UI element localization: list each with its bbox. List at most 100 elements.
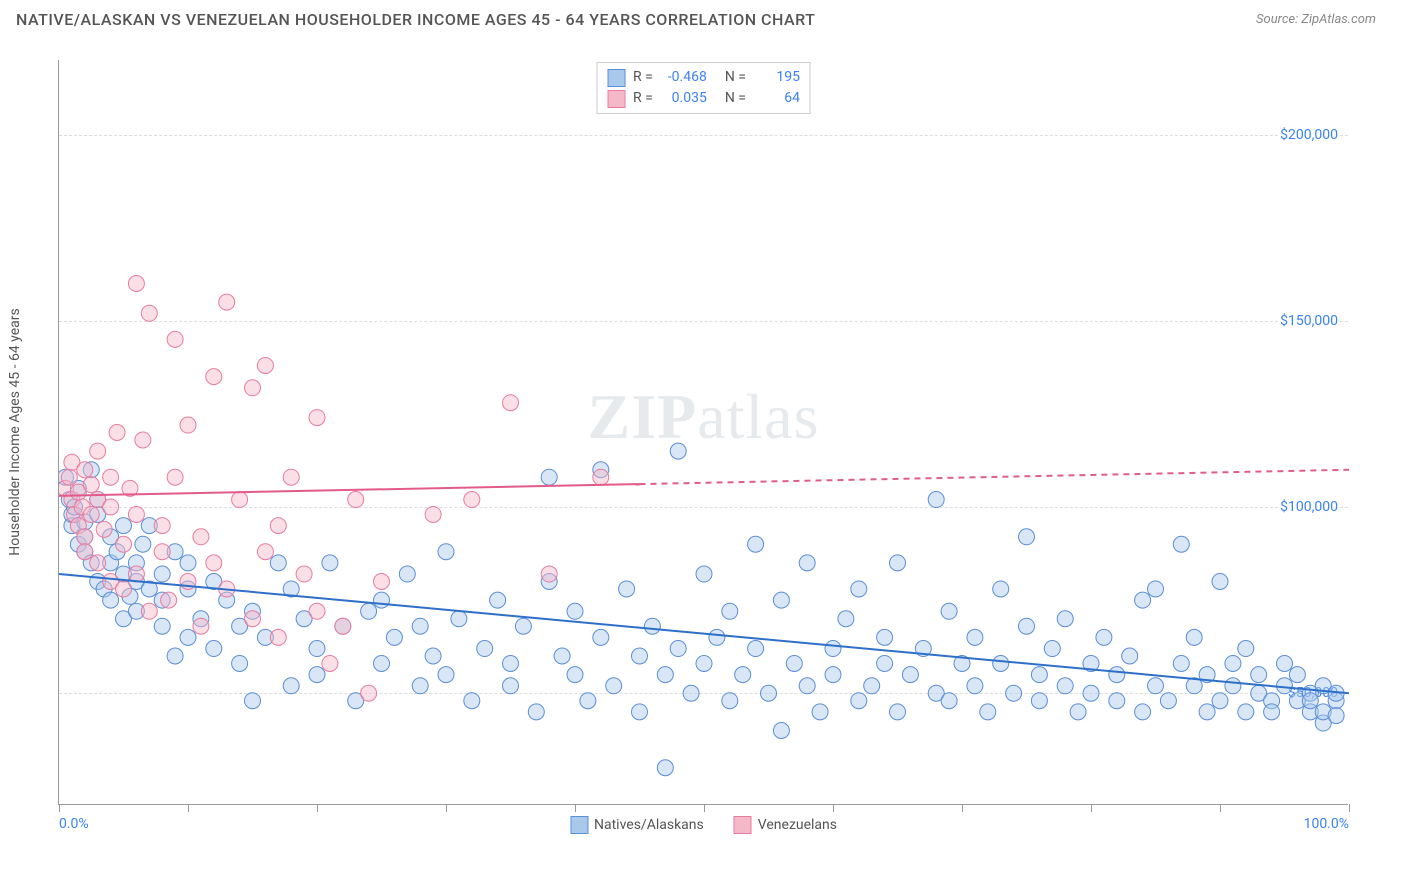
data-point [696, 655, 712, 671]
data-point [632, 648, 648, 664]
legend-swatch [607, 90, 625, 108]
data-point [77, 529, 93, 545]
data-point [1173, 655, 1189, 671]
data-point [309, 603, 325, 619]
data-point [128, 506, 144, 522]
data-point [761, 685, 777, 701]
data-point [309, 641, 325, 657]
data-point [657, 760, 673, 776]
data-point [683, 685, 699, 701]
data-point [464, 492, 480, 508]
data-point [219, 294, 235, 310]
legend-swatch [570, 816, 588, 834]
data-point [1225, 678, 1241, 694]
data-point [1109, 693, 1125, 709]
data-point [109, 425, 125, 441]
data-point [103, 592, 119, 608]
x-tick [59, 804, 60, 812]
data-point [1019, 618, 1035, 634]
data-point [96, 521, 112, 537]
x-tick [575, 804, 576, 812]
data-point [619, 581, 635, 597]
data-point [825, 641, 841, 657]
data-point [1109, 667, 1125, 683]
data-point [128, 276, 144, 292]
data-point [799, 678, 815, 694]
legend-swatch [607, 69, 625, 87]
data-point [167, 648, 183, 664]
data-point [1225, 655, 1241, 671]
data-point [257, 544, 273, 560]
legend-n-value: 64 [754, 88, 800, 109]
data-point [877, 655, 893, 671]
data-point [83, 506, 99, 522]
data-point [167, 331, 183, 347]
data-point [83, 477, 99, 493]
data-point [890, 704, 906, 720]
data-point [180, 629, 196, 645]
data-point [477, 641, 493, 657]
data-point [1186, 629, 1202, 645]
data-point [941, 603, 957, 619]
data-point [503, 655, 519, 671]
data-point [154, 544, 170, 560]
data-point [193, 529, 209, 545]
legend-n-value: 195 [754, 67, 800, 88]
data-point [928, 492, 944, 508]
data-point [1057, 611, 1073, 627]
data-point [232, 655, 248, 671]
data-point [361, 685, 377, 701]
data-point [748, 641, 764, 657]
data-point [722, 603, 738, 619]
data-point [1328, 708, 1344, 724]
data-point [1148, 678, 1164, 694]
legend-row: R =0.035N =64 [607, 88, 800, 109]
data-point [135, 432, 151, 448]
data-point [451, 611, 467, 627]
data-point [593, 629, 609, 645]
data-point [103, 499, 119, 515]
data-point [77, 462, 93, 478]
plot-area: Householder Income Ages 45 - 64 years ZI… [58, 60, 1348, 805]
x-tick-label: 0.0% [59, 816, 89, 832]
x-tick [833, 804, 834, 812]
trend-line-dashed [640, 470, 1350, 484]
data-point [541, 566, 557, 582]
data-point [1160, 693, 1176, 709]
legend-swatch [734, 816, 752, 834]
data-point [374, 574, 390, 590]
data-point [503, 678, 519, 694]
legend-r-label: R = [633, 67, 653, 88]
data-point [335, 618, 351, 634]
data-point [154, 618, 170, 634]
data-point [528, 704, 544, 720]
data-point [1199, 704, 1215, 720]
chart-title: NATIVE/ALASKAN VS VENEZUELAN HOUSEHOLDER… [16, 10, 815, 29]
x-tick-label: 100.0% [1304, 816, 1349, 832]
data-point [412, 678, 428, 694]
data-point [309, 410, 325, 426]
data-point [851, 693, 867, 709]
legend-row: R =-0.468N =195 [607, 67, 800, 88]
data-point [296, 566, 312, 582]
data-point [283, 469, 299, 485]
data-point [322, 555, 338, 571]
data-point [399, 566, 415, 582]
data-point [374, 655, 390, 671]
data-point [141, 305, 157, 321]
series-legend-label: Natives/Alaskans [594, 817, 704, 833]
data-point [135, 536, 151, 552]
data-point [180, 417, 196, 433]
x-tick [962, 804, 963, 812]
data-point [257, 357, 273, 373]
x-tick [1220, 804, 1221, 812]
data-point [206, 369, 222, 385]
data-point [993, 655, 1009, 671]
data-point [180, 555, 196, 571]
data-point [864, 678, 880, 694]
legend-n-label: N = [725, 67, 746, 88]
data-point [425, 506, 441, 522]
data-point [464, 693, 480, 709]
x-tick [446, 804, 447, 812]
data-point [670, 443, 686, 459]
